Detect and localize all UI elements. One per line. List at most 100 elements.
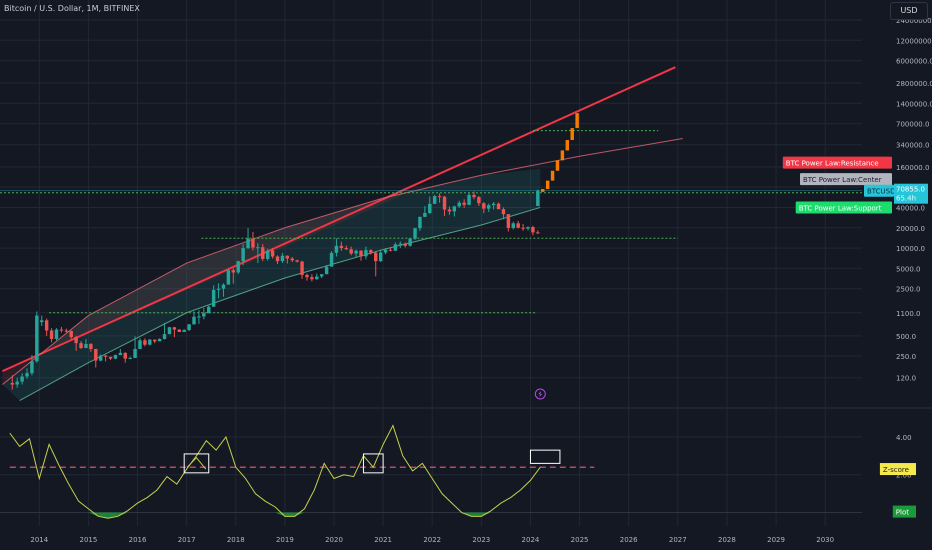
- resistance-line: [2, 66, 676, 373]
- candle-body: [187, 324, 191, 331]
- candle-body: [408, 238, 412, 246]
- x-tick-label: 2026: [620, 536, 638, 544]
- candle-body: [334, 245, 339, 253]
- y-tick-label: 2500.0: [896, 286, 921, 294]
- x-tick-label: 2027: [669, 536, 687, 544]
- candle-body: [98, 355, 103, 361]
- candle-body: [344, 248, 348, 250]
- candle-body: [261, 247, 265, 259]
- candle-body: [369, 250, 373, 253]
- candle-body: [477, 197, 481, 204]
- projected-candle: [555, 160, 560, 171]
- last-price-tag: [894, 183, 928, 204]
- zscore-negative-fill: [88, 512, 99, 517]
- candle-body: [496, 203, 501, 210]
- candle-body: [35, 315, 39, 362]
- candle-body: [265, 250, 270, 259]
- zscore-negative-fill: [98, 512, 109, 519]
- candle-body: [526, 227, 530, 229]
- candle-body: [251, 238, 255, 248]
- candle-body: [30, 361, 34, 374]
- candle-body: [79, 343, 83, 349]
- candle-body: [211, 289, 216, 307]
- candle-body: [315, 276, 319, 280]
- candle-body: [305, 274, 309, 278]
- candle-body: [359, 250, 363, 257]
- projected-candle: [550, 170, 555, 181]
- candle-body: [398, 243, 403, 245]
- candle-body: [128, 357, 132, 359]
- candle-body: [113, 355, 118, 359]
- candle-body: [270, 250, 275, 257]
- candle-body: [378, 252, 383, 262]
- candle-body: [256, 247, 260, 249]
- candle-body: [423, 213, 427, 217]
- candle-body: [393, 244, 398, 251]
- x-tick-label: 2028: [718, 536, 736, 544]
- candle-body: [295, 260, 299, 262]
- candle-body: [428, 203, 432, 214]
- series-label-box: [782, 156, 892, 169]
- series-label-text: BTC Power Law:Support: [799, 204, 882, 212]
- x-tick-label: 2015: [79, 536, 97, 544]
- y-tick-label: 1400000.0: [896, 100, 932, 108]
- candle-body: [506, 214, 511, 228]
- lightning-bolt-glyph: [538, 391, 543, 397]
- candle-body: [319, 274, 324, 277]
- candle-body: [197, 316, 201, 318]
- x-tick-label: 2019: [276, 536, 294, 544]
- projected-candle: [570, 128, 574, 140]
- last-price-countdown: 65.4h: [896, 195, 916, 203]
- candle-body: [246, 238, 250, 249]
- x-tick-label: 2020: [325, 536, 343, 544]
- osc-y-tick-label: 4.00: [896, 434, 912, 442]
- x-tick-label: 2024: [522, 536, 540, 544]
- candle-body: [74, 337, 78, 344]
- candle-body: [432, 196, 437, 204]
- zscore-negative-fill: [471, 512, 482, 517]
- candle-body: [324, 266, 329, 275]
- y-tick-label: 500.0: [896, 333, 916, 341]
- support-band-fill: [2, 168, 541, 401]
- candle-body: [452, 206, 457, 212]
- support-line: [19, 206, 541, 401]
- candle-body: [354, 250, 358, 254]
- osc-y-tick-label: 2.00: [896, 472, 912, 480]
- series-label-text: BTC Power Law:Center: [803, 176, 882, 184]
- series-label-box: [864, 184, 894, 197]
- candle-body: [133, 348, 137, 358]
- y-tick-label: 700000.0: [896, 121, 929, 129]
- y-tick-label: 20000.0: [896, 225, 925, 233]
- signal-highlight-box: [529, 449, 561, 464]
- candle-body: [516, 223, 520, 228]
- candle-body: [123, 352, 127, 359]
- candle-body: [418, 216, 422, 229]
- candle-body: [349, 249, 353, 254]
- candle-body: [329, 252, 334, 267]
- candle-body: [364, 250, 368, 257]
- candle-body: [103, 355, 108, 357]
- y-tick-label: 1100.0: [896, 310, 921, 318]
- candle-body: [10, 383, 14, 385]
- candle-body: [216, 288, 221, 290]
- osc-label-box: [892, 505, 916, 518]
- currency-button[interactable]: USD: [890, 2, 928, 20]
- candle-body: [374, 252, 378, 262]
- y-tick-label: 2800000.0: [896, 80, 932, 88]
- candle-body: [231, 270, 236, 273]
- candle-body: [300, 261, 304, 275]
- candle-body: [521, 227, 525, 229]
- candle-body: [482, 203, 486, 209]
- box-peak-line: [186, 456, 207, 470]
- candle-body: [118, 352, 123, 356]
- series-label-text: BTC Power Law:Resistance: [786, 160, 879, 168]
- x-tick-label: 2018: [227, 536, 245, 544]
- osc-label-text: Plot: [896, 509, 909, 517]
- y-tick-label: 10000.0: [896, 245, 925, 253]
- candle-body: [462, 202, 466, 205]
- candle-body: [472, 194, 476, 198]
- candle-body: [486, 205, 491, 209]
- lightning-bolt-icon[interactable]: [534, 388, 546, 400]
- candle-body: [15, 381, 19, 385]
